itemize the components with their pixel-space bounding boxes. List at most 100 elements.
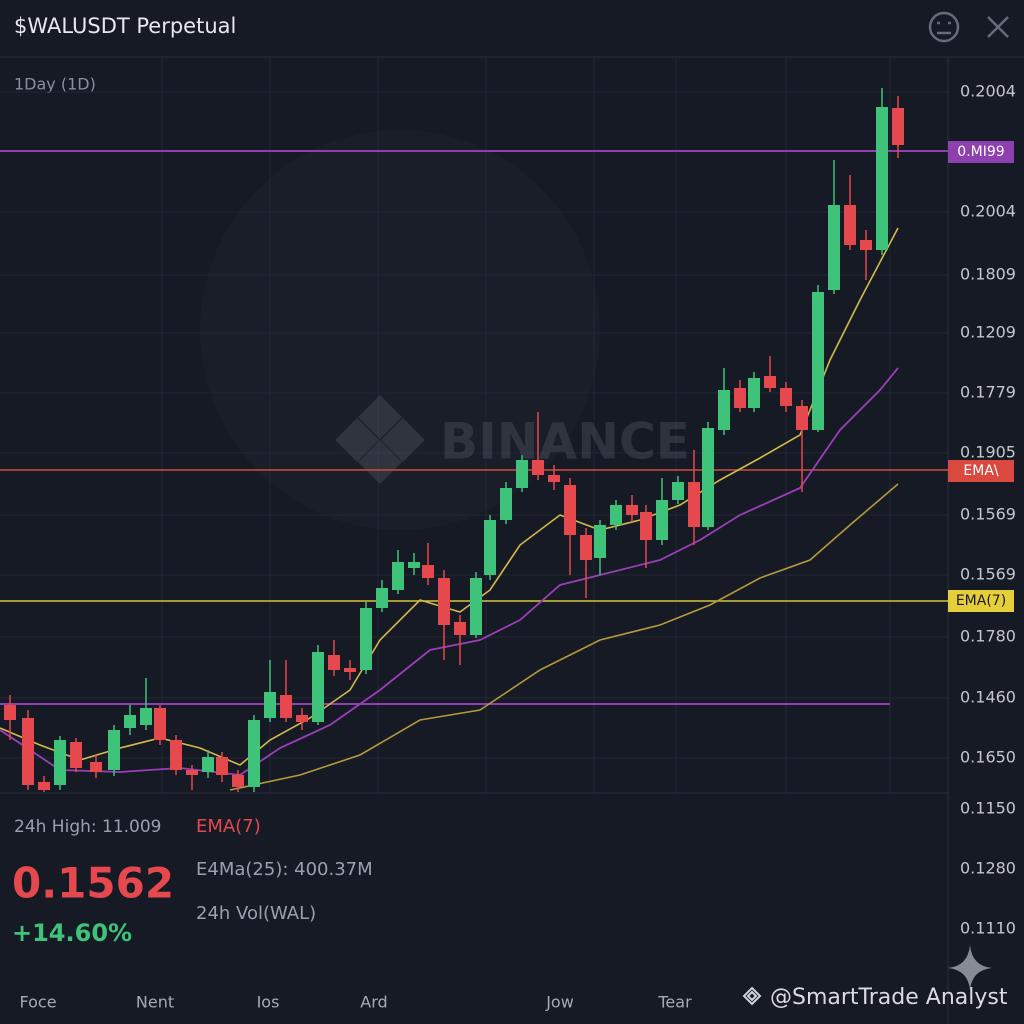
candle [124, 715, 136, 728]
credit-logo [742, 986, 762, 1006]
emoji-button[interactable] [928, 11, 960, 43]
watermark: BINANCE [335, 395, 690, 484]
candle [580, 535, 592, 560]
candle [610, 505, 622, 525]
candle [360, 608, 372, 670]
candle [312, 652, 324, 722]
candle [748, 378, 760, 408]
candle [216, 757, 228, 775]
candle [438, 578, 450, 625]
candle [892, 108, 904, 145]
candle [454, 622, 466, 635]
candle [408, 562, 420, 568]
glow [200, 130, 600, 530]
price-label: 0.1780 [960, 627, 1016, 646]
line-tag-label: EMA\ [963, 463, 999, 479]
candle [186, 770, 198, 775]
x-label: Tear [657, 993, 692, 1012]
candle [548, 475, 560, 482]
candle [422, 565, 434, 578]
candle [344, 668, 356, 672]
candle [516, 460, 528, 488]
line-tag [948, 460, 1014, 482]
candle [140, 708, 152, 725]
price-label: 0.1209 [960, 323, 1016, 342]
price-label: 0.1650 [960, 748, 1016, 767]
close-button[interactable] [987, 16, 1009, 38]
line-tag-label: EMA(7) [956, 593, 1006, 609]
candle [594, 525, 606, 558]
candle [232, 775, 244, 787]
candle [532, 460, 544, 475]
price-label: 0.1150 [960, 799, 1016, 818]
line-tag [948, 590, 1014, 612]
ema-mid [0, 367, 899, 776]
candle [812, 292, 824, 430]
x-label: Ard [360, 993, 387, 1012]
candle [626, 505, 638, 515]
candle [656, 500, 668, 540]
price-label: 0.1809 [960, 265, 1016, 284]
candle [170, 740, 182, 770]
price-label: 0.1280 [960, 859, 1016, 878]
candle [202, 757, 214, 772]
candle [764, 376, 776, 388]
binance-logo [335, 395, 425, 484]
ema-slow [229, 483, 899, 791]
candle [484, 520, 496, 575]
candle [376, 588, 388, 608]
candle [22, 718, 34, 785]
candle [108, 730, 120, 770]
candle [564, 485, 576, 535]
interval: 1Day (1D) [14, 75, 96, 94]
x-label: Jow [545, 993, 574, 1012]
candle [844, 205, 856, 245]
ema25: E4Ma(25): 400.37M [196, 859, 373, 880]
candle [154, 708, 166, 740]
emoji-face [937, 21, 951, 35]
high: 24h High: 11.009 [14, 817, 162, 837]
candle [734, 388, 746, 408]
price-label: 0.1905 [960, 443, 1016, 462]
candle [672, 482, 684, 500]
candle [780, 388, 792, 406]
title: $WALUSDT Perpetual [14, 14, 236, 38]
candle [702, 428, 714, 527]
credit: @SmartTrade Analyst [770, 985, 1008, 1010]
candle [280, 695, 292, 718]
candle [828, 205, 840, 290]
ema7: EMA(7) [196, 816, 261, 837]
line-tag [948, 141, 1014, 163]
candle [296, 715, 308, 722]
candle [470, 578, 482, 635]
x-label: Ios [257, 993, 280, 1012]
candle [90, 762, 102, 772]
candle [860, 240, 872, 250]
price-label: 0.1779 [960, 383, 1016, 402]
price-label: 0.2004 [960, 82, 1016, 101]
price-label: 0.1110 [960, 919, 1016, 938]
candle [500, 488, 512, 520]
candle [38, 782, 50, 790]
candle [4, 705, 16, 720]
candle [392, 562, 404, 590]
candle [688, 482, 700, 527]
candle [796, 406, 808, 430]
candle [264, 692, 276, 718]
candle [328, 655, 340, 670]
sparkle [948, 945, 992, 990]
watermark-text: BINANCE [440, 413, 690, 471]
candle [70, 742, 82, 768]
candle [248, 720, 260, 787]
candle [718, 390, 730, 430]
x-label: Foce [19, 993, 56, 1012]
volume: 24h Vol(WAL) [196, 903, 316, 924]
price-label: 0.2004 [960, 202, 1016, 221]
candle [54, 740, 66, 785]
price-label: 0.1569 [960, 505, 1016, 524]
price-label: 0.1460 [960, 688, 1016, 707]
candle [876, 107, 888, 250]
change: +14.60% [12, 919, 132, 947]
x-label: Nent [136, 993, 174, 1012]
